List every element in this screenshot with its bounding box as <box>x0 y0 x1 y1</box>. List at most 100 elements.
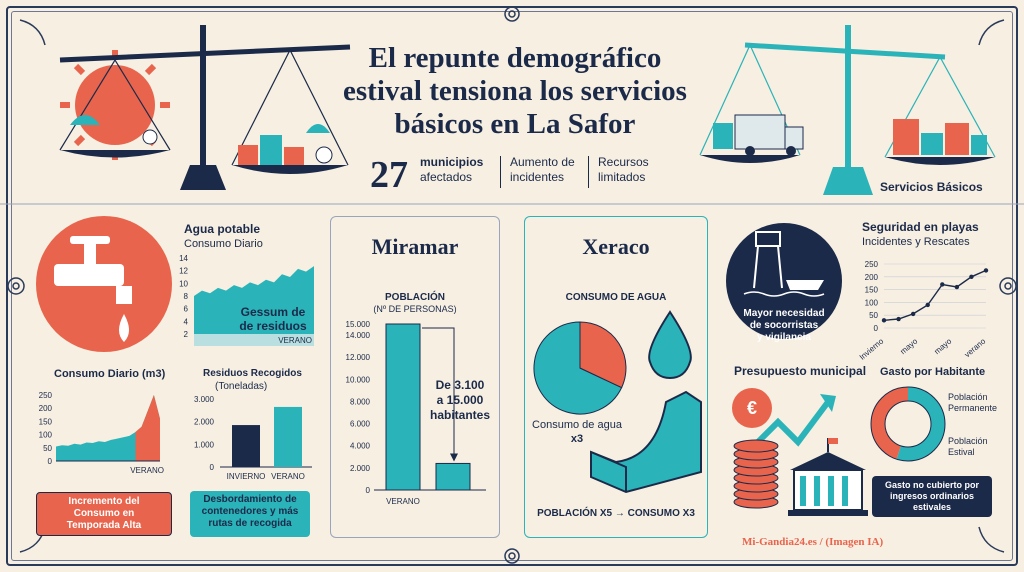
y-tick-label: 2 <box>184 330 189 339</box>
miramar-pob-subtitle: (Nº DE PERSONAS) <box>373 304 457 314</box>
seguridad-chart: 250 200 150 100 50 0 Invierno mayo mayo verano <box>858 260 989 362</box>
consumo-peak-area <box>135 395 160 461</box>
miramar-title: Miramar <box>371 234 459 259</box>
miramar-bar-invierno <box>435 462 471 491</box>
x-tick-label: verano <box>963 336 988 359</box>
x-tick-label: INVIERNO <box>227 472 266 481</box>
miramar-chart: 15.000 14.000 12.000 10.000 8.000 6.000 4.000 2… <box>346 320 486 506</box>
umbrella-icon <box>70 110 158 145</box>
seguridad-line <box>883 269 987 321</box>
y-tick-label: 50 <box>869 311 878 320</box>
y-tick-label: 150 <box>865 286 879 295</box>
seguridad-title: Seguridad en playas <box>862 220 979 234</box>
stat-municipios: municipios afectados <box>420 155 484 184</box>
residuos-chart: 3.000 2.000 1.000 0 INVIERNO VERANO <box>194 395 312 481</box>
lifeguard-text: Mayor necesidad de socorristas y vigilan… <box>743 308 825 343</box>
budget-illustration: € <box>732 388 868 516</box>
donut-segment <box>871 387 909 460</box>
x-tick-label: mayo <box>933 336 954 356</box>
presupuesto-title: Presupuesto municipal <box>734 364 867 378</box>
headline-line: El repunte demográfico <box>368 42 662 74</box>
agua-overlay: Gessum de de residuos <box>239 305 307 333</box>
xeraco-bottom: POBLACIÓN X5 → CONSUMO X3 <box>537 508 695 519</box>
consumo-title: Consumo Diario (m3) <box>54 368 166 380</box>
y-tick-label: 150 <box>39 417 53 426</box>
x-tick-label: mayo <box>899 336 920 356</box>
period-band <box>194 334 314 346</box>
legend-permanente: Población Permanente <box>948 392 998 413</box>
y-tick-label: 1.000 <box>194 440 215 449</box>
pie-slice <box>533 321 623 415</box>
stat-incidentes: Aumento de incidentes <box>510 155 575 184</box>
legend-estival: Población Estival <box>948 436 988 457</box>
scale-right-label: Servicios Básicos <box>880 180 983 194</box>
miramar-pob-title: POBLACIÓN <box>385 292 445 303</box>
coin-stack-icon <box>733 439 779 509</box>
right-scale-illustration <box>699 25 996 195</box>
xeraco-pie-chart <box>533 321 627 415</box>
gasto-title: Gasto por Habitante <box>880 366 986 378</box>
town-hall-icon <box>788 438 868 516</box>
x-label: VERANO <box>278 336 312 345</box>
residuos-subtitle: (Toneladas) <box>215 381 268 392</box>
y-tick-label: 10.000 <box>346 375 371 384</box>
miramar-panel <box>330 216 500 538</box>
agua-series-area <box>194 266 314 334</box>
miramar-arrow <box>422 327 455 458</box>
donut-outline <box>870 386 946 462</box>
miramar-bar-verano <box>385 323 421 491</box>
x-label: VERANO <box>130 466 164 475</box>
garbage-truck-icon <box>713 114 804 156</box>
y-tick-label: 6 <box>184 305 189 314</box>
credit: Mi-Gandia24.es / (Imagen IA) <box>742 536 884 548</box>
agua-subtitle: Consumo Diario <box>184 238 263 250</box>
xeraco-panel <box>524 216 708 538</box>
growth-arrow-icon <box>745 400 831 455</box>
gasto-note: Gasto no cubierto por ingresos ordinario… <box>872 476 992 517</box>
faucet-icon <box>36 216 172 352</box>
xeraco-subtitle: CONSUMO DE AGUA <box>565 292 667 303</box>
y-tick-label: 3.000 <box>194 395 215 404</box>
svg-text:€: € <box>747 398 757 418</box>
x-tick-label: Invierno <box>858 336 886 362</box>
consumo-chart: 250 200 150 100 50 0 VERANO <box>39 391 164 475</box>
x-tick-label: VERANO <box>271 472 305 481</box>
gasto-donut-chart <box>870 386 946 462</box>
y-tick-label: 14.000 <box>346 331 371 340</box>
callout-incremento: Incremento del Consumo en Temporada Alta <box>36 492 172 536</box>
x-tick-label: VERANO <box>386 497 420 506</box>
headline-line: estival tensiona los servicios <box>343 75 687 107</box>
y-tick-label: 0 <box>210 463 215 472</box>
y-tick-label: 0 <box>366 486 371 495</box>
y-tick-label: 14 <box>179 254 188 263</box>
xeraco-label: Consumo de agua x3 <box>532 419 622 445</box>
donut-inner <box>884 400 932 448</box>
buildings-icon <box>893 119 987 155</box>
y-tick-label: 15.000 <box>346 320 371 329</box>
agua-title: Agua potable <box>184 222 261 236</box>
divider <box>500 156 501 188</box>
divider <box>588 156 589 188</box>
y-tick-label: 100 <box>39 431 53 440</box>
pie-slice <box>579 321 627 389</box>
stat-recursos: Recursos limitados <box>598 155 649 184</box>
y-tick-label: 250 <box>39 391 53 400</box>
y-tick-label: 200 <box>39 404 53 413</box>
y-tick-label: 4 <box>184 317 189 326</box>
residuos-bar <box>274 406 302 467</box>
stats-row: 27 municipios afectados Aumento de inciden… <box>370 153 670 196</box>
donut-segment <box>896 386 945 461</box>
y-tick-label: 200 <box>865 273 879 282</box>
y-tick-label: 4.000 <box>350 442 371 451</box>
headline-line: básicos en La Safor <box>394 108 636 140</box>
headline: El repunte demográfico estival tensiona … <box>330 42 700 141</box>
houses-icon <box>238 124 333 165</box>
arrow-head-icon <box>450 453 458 462</box>
y-tick-label: 50 <box>43 444 52 453</box>
euro-coin-icon <box>732 388 772 428</box>
y-tick-label: 250 <box>865 260 879 269</box>
y-tick-label: 12 <box>179 267 188 276</box>
y-tick-label: 10 <box>179 279 188 288</box>
